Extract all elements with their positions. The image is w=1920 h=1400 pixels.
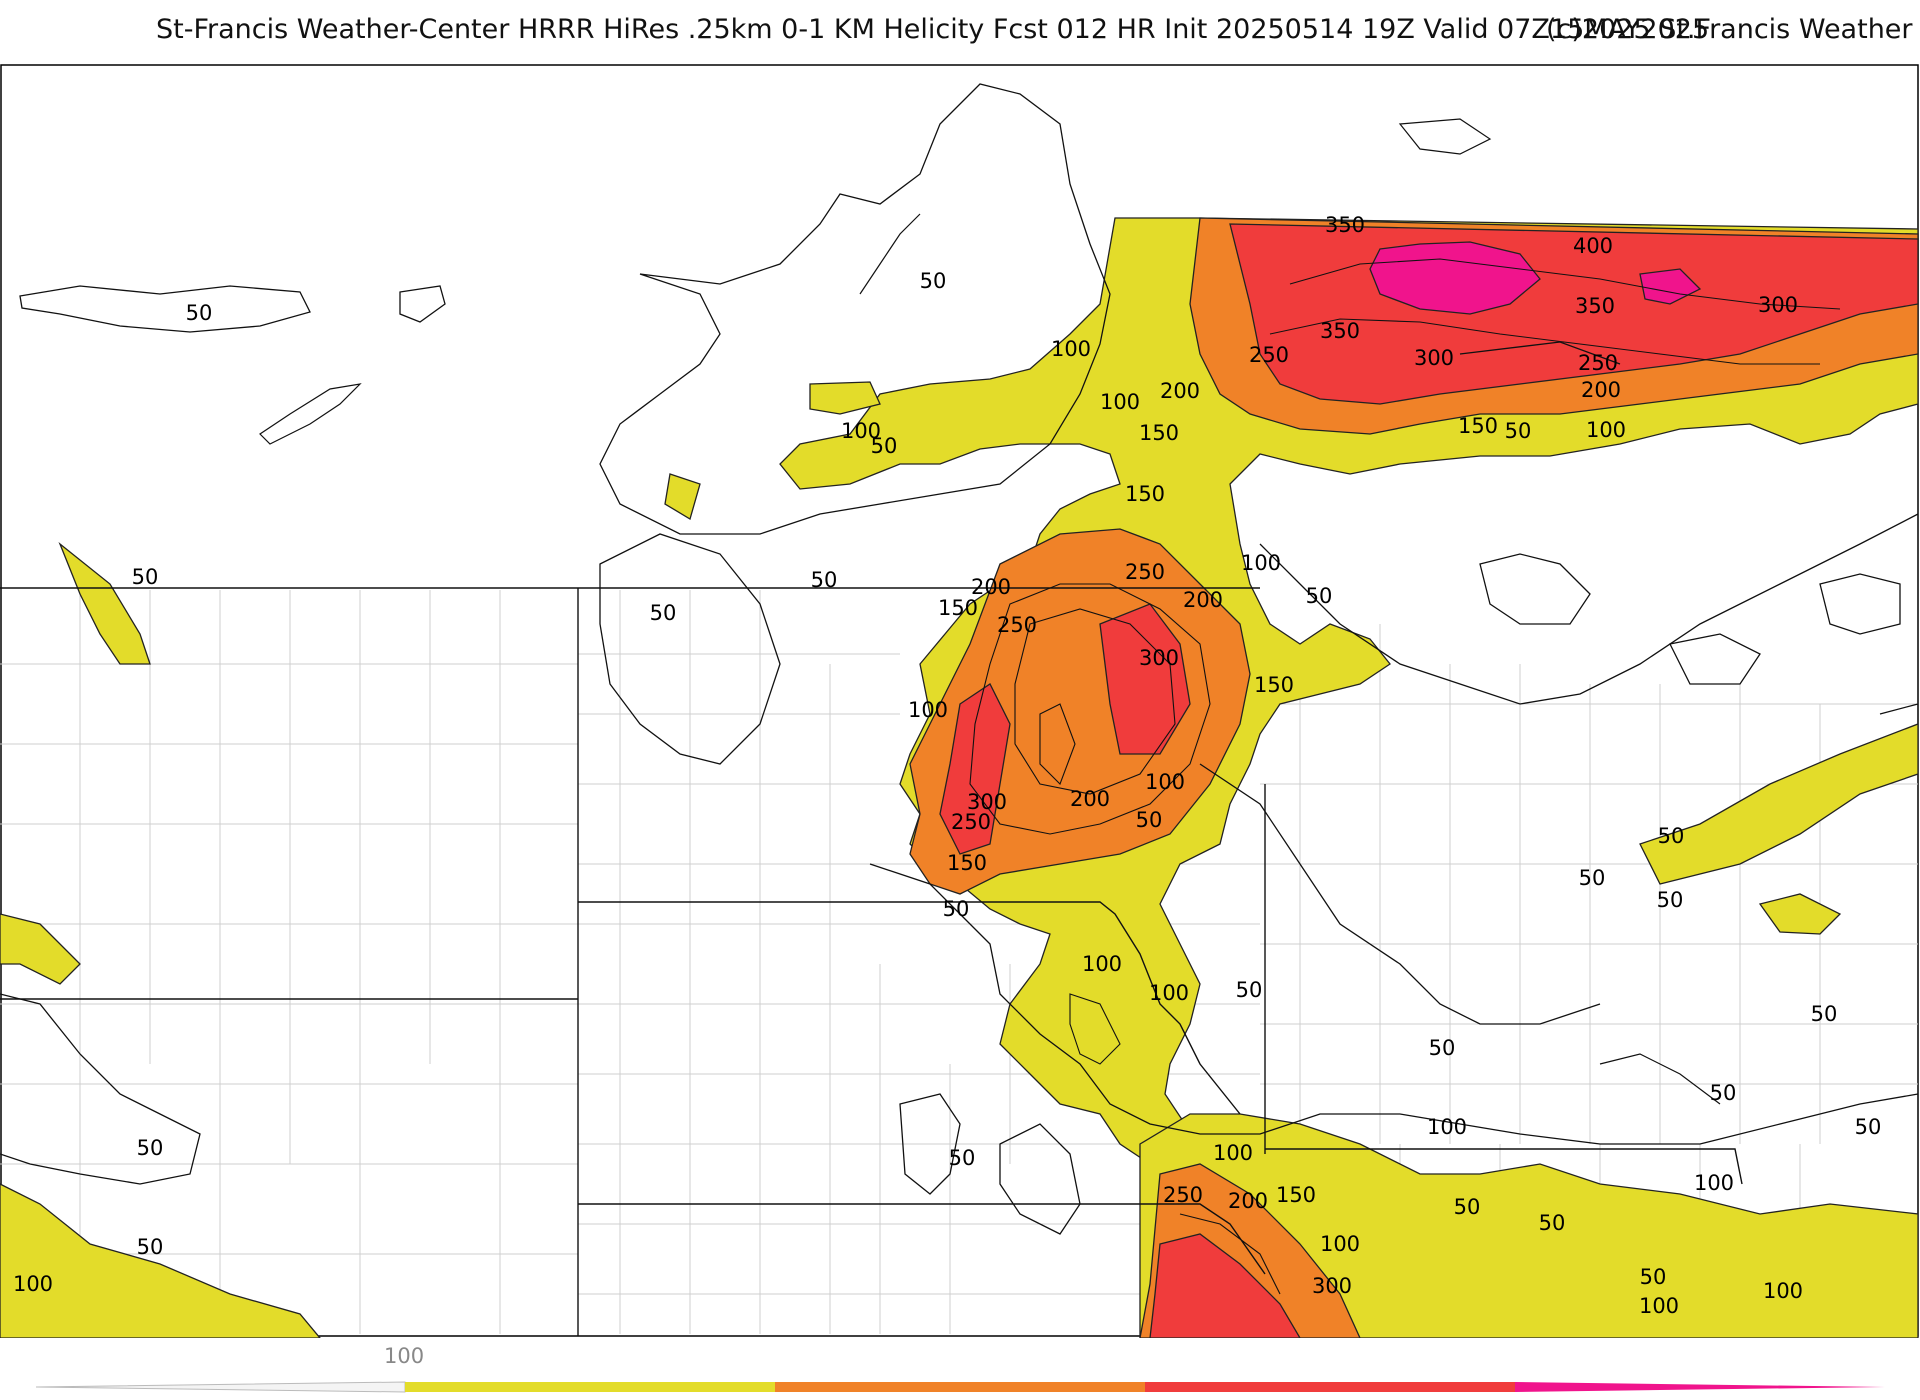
contour-label: 150 bbox=[1139, 421, 1179, 445]
contour-label: 100 bbox=[1082, 952, 1122, 976]
contour-label: 50 bbox=[1429, 1036, 1456, 1060]
helicity-area-100-west bbox=[0, 1183, 321, 1338]
contour-label: 50 bbox=[1454, 1195, 1481, 1219]
contour-label: 100 bbox=[908, 698, 948, 722]
contour-label: 200 bbox=[971, 575, 1011, 599]
contour-label: 50 bbox=[186, 301, 213, 325]
colorbar-segment-400 bbox=[1515, 1382, 1885, 1392]
contour-label: 100 bbox=[1586, 418, 1626, 442]
contour-label: 100 bbox=[1694, 1171, 1734, 1195]
helicity-contours-inner bbox=[969, 258, 1841, 1295]
contour-label: 50 bbox=[132, 565, 159, 589]
contour-label: 50 bbox=[1658, 824, 1685, 848]
contour-label: 300 bbox=[1312, 1274, 1352, 1298]
colorbar-segment-100 bbox=[405, 1382, 775, 1392]
contour-label: 50 bbox=[137, 1235, 164, 1259]
contour-label: 250 bbox=[951, 810, 991, 834]
helicity-shading bbox=[0, 217, 1919, 1338]
contour-label: 200 bbox=[1070, 787, 1110, 811]
contour-label: 50 bbox=[650, 601, 677, 625]
contour-label: 50 bbox=[1811, 1002, 1838, 1026]
colorbar-segment-300 bbox=[1145, 1382, 1515, 1392]
helicity-area-100-small-2 bbox=[1758, 893, 1842, 935]
contour-label: 50 bbox=[1236, 978, 1263, 1002]
contour-label: 350 bbox=[1325, 213, 1365, 237]
helicity-contours-50 bbox=[0, 83, 1919, 1235]
state-boundaries bbox=[0, 587, 1743, 1336]
contour-label: 250 bbox=[1125, 560, 1165, 584]
contour-label: 150 bbox=[1458, 414, 1498, 438]
contour-label: 150 bbox=[938, 596, 978, 620]
helicity-area-300-central-2 bbox=[939, 683, 1011, 855]
contour-label: 250 bbox=[1163, 1183, 1203, 1207]
contour-label: 200 bbox=[1160, 379, 1200, 403]
contour-label: 50 bbox=[1579, 866, 1606, 890]
contour-label: 300 bbox=[967, 790, 1007, 814]
contour-label: 50 bbox=[1657, 888, 1684, 912]
helicity-area-100-small-5 bbox=[664, 473, 701, 520]
contour-label: 50 bbox=[1306, 584, 1333, 608]
map-title-bar: St-Francis Weather-Center HRRR HiRes .25… bbox=[0, 14, 1920, 54]
helicity-map: 50 50 100 100 50 100 150 200 250 350 350… bbox=[0, 64, 1919, 1338]
contour-label: 50 bbox=[1539, 1211, 1566, 1235]
contour-label: 100 bbox=[1241, 551, 1281, 575]
contour-label: 200 bbox=[1228, 1189, 1268, 1213]
contour-label: 200 bbox=[1581, 378, 1621, 402]
contour-label: 50 bbox=[1136, 808, 1163, 832]
helicity-area-400 bbox=[1369, 241, 1541, 315]
contour-label: 50 bbox=[871, 434, 898, 458]
contour-label: 100 bbox=[1320, 1232, 1360, 1256]
contour-label: 50 bbox=[920, 269, 947, 293]
contour-label: 250 bbox=[1578, 351, 1618, 375]
water-features bbox=[259, 118, 1919, 1105]
helicity-area-100-small-3 bbox=[0, 913, 81, 985]
contour-label: 200 bbox=[1183, 588, 1223, 612]
colorbar-segment-200 bbox=[775, 1382, 1145, 1392]
contour-label: 350 bbox=[1575, 294, 1615, 318]
copyright-credit: (c)2025 St.Francis Weather bbox=[1546, 14, 1913, 45]
contour-label: 150 bbox=[1254, 673, 1294, 697]
helicity-area-100-north bbox=[779, 217, 1919, 1165]
contour-label: 400 bbox=[1573, 234, 1613, 258]
contour-label: 50 bbox=[1855, 1115, 1882, 1139]
colorbar-tick-label: 100 bbox=[384, 1344, 425, 1368]
helicity-area-300-south bbox=[1149, 1233, 1301, 1338]
contour-label: 100 bbox=[1100, 390, 1140, 414]
helicity-area-400-b bbox=[1639, 268, 1702, 305]
contour-label: 100 bbox=[1051, 337, 1091, 361]
contour-label: 100 bbox=[1639, 1294, 1679, 1318]
contour-label: 50 bbox=[1640, 1265, 1667, 1289]
contour-label: 300 bbox=[1758, 293, 1798, 317]
contour-label: 50 bbox=[811, 568, 838, 592]
helicity-area-100-south bbox=[1139, 1113, 1919, 1338]
contour-label: 150 bbox=[1125, 482, 1165, 506]
helicity-area-100-east bbox=[1639, 723, 1919, 885]
contour-label: 250 bbox=[1249, 343, 1289, 367]
contour-label: 250 bbox=[997, 613, 1037, 637]
contour-label: 100 bbox=[841, 419, 881, 443]
colorbar-lower-extend bbox=[35, 1381, 406, 1393]
contour-label: 100 bbox=[1427, 1115, 1467, 1139]
contour-label: 50 bbox=[1710, 1081, 1737, 1105]
helicity-area-100-small-1 bbox=[58, 541, 151, 665]
contour-label: 300 bbox=[1414, 346, 1454, 370]
helicity-area-300-central-1 bbox=[1099, 603, 1191, 755]
contour-label: 300 bbox=[1139, 646, 1179, 670]
contour-label: 100 bbox=[1763, 1279, 1803, 1303]
contour-label: 50 bbox=[137, 1136, 164, 1160]
contour-label: 100 bbox=[1149, 981, 1189, 1005]
map-title: St-Francis Weather-Center HRRR HiRes .25… bbox=[156, 14, 1710, 45]
contour-label: 100 bbox=[13, 1272, 53, 1296]
contour-label-layer: 50 50 100 100 50 100 150 200 250 350 350… bbox=[13, 213, 1881, 1318]
contour-label: 150 bbox=[947, 851, 987, 875]
contour-label: 100 bbox=[1213, 1141, 1253, 1165]
contour-label: 50 bbox=[1505, 419, 1532, 443]
contour-label: 100 bbox=[1145, 770, 1185, 794]
helicity-area-100-small-4 bbox=[809, 381, 881, 415]
contour-label: 50 bbox=[949, 1146, 976, 1170]
contour-label: 350 bbox=[1320, 319, 1360, 343]
contour-label: 50 bbox=[943, 897, 970, 921]
contour-label: 150 bbox=[1276, 1183, 1316, 1207]
colorbar bbox=[35, 1381, 1885, 1393]
